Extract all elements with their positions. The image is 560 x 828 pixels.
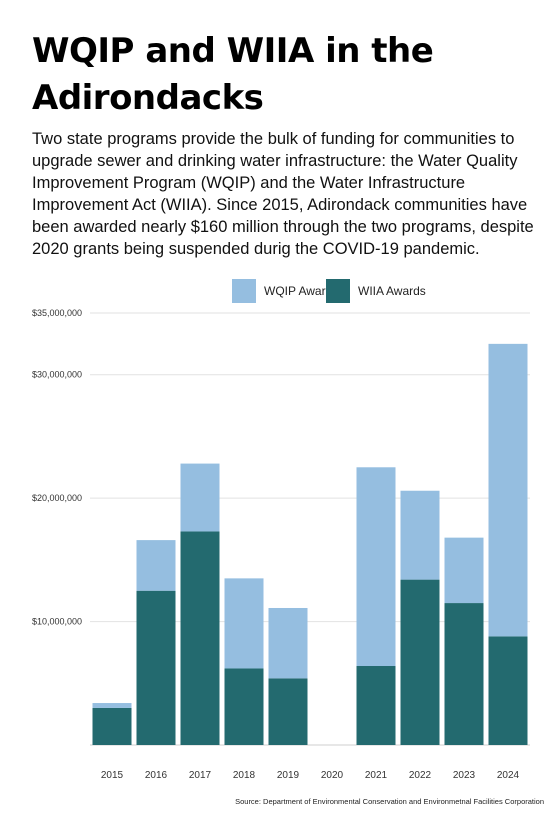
bar-wqip-2023 xyxy=(444,537,484,604)
chart-subtitle: Two state programs provide the bulk of f… xyxy=(32,130,534,258)
bars xyxy=(92,343,528,745)
x-tick-label: 2022 xyxy=(409,770,432,781)
x-tick-label: 2016 xyxy=(145,770,168,781)
legend-label-wqip: WQIP Awards xyxy=(264,284,339,298)
bar-wqip-2018 xyxy=(224,578,264,669)
bar-wiia-2019 xyxy=(268,678,308,745)
bar-wiia-2017 xyxy=(180,531,220,745)
bar-wqip-2021 xyxy=(356,467,396,667)
x-tick-label: 2018 xyxy=(233,770,256,781)
bar-wiia-2018 xyxy=(224,668,264,745)
chart-title: WQIP and WIIA in the Adirondacks xyxy=(32,31,434,118)
x-tick-label: 2023 xyxy=(453,770,476,781)
x-tick-label: 2017 xyxy=(189,770,212,781)
bar-wqip-2019 xyxy=(268,607,308,679)
y-axis: $10,000,000 $20,000,000 $30,000,000 $35,000… xyxy=(32,308,82,627)
bar-wqip-2024 xyxy=(488,343,528,637)
bar-wiia-2016 xyxy=(136,590,176,745)
legend-swatch-wiia xyxy=(326,279,350,303)
bar-wiia-2022 xyxy=(400,579,440,745)
y-tick-label: $30,000,000 xyxy=(32,370,82,380)
x-tick-label: 2021 xyxy=(365,770,388,781)
legend-label-wiia: WIIA Awards xyxy=(358,284,426,298)
legend-item-wqip: WQIP Awards xyxy=(232,279,338,303)
x-tick-label: 2015 xyxy=(101,770,124,781)
stacked-bar-chart: $10,000,000 $20,000,000 $30,000,000 $35,000… xyxy=(32,308,530,781)
source-note: Source: Department of Environmental Cons… xyxy=(235,797,544,806)
y-tick-label: $10,000,000 xyxy=(32,617,82,627)
bar-wiia-2021 xyxy=(356,666,396,745)
bar-wiia-2015 xyxy=(92,707,132,745)
legend-swatch-wqip xyxy=(232,279,256,303)
x-tick-label: 2019 xyxy=(277,770,300,781)
y-tick-label: $35,000,000 xyxy=(32,308,82,318)
bar-wqip-2016 xyxy=(136,540,176,591)
x-axis: 2015 2016 2017 2018 2019 2020 2021 2022 2023 2024 xyxy=(101,770,520,781)
x-tick-label: 2024 xyxy=(497,770,520,781)
bar-wqip-2017 xyxy=(180,463,220,532)
bar-wqip-2022 xyxy=(400,490,440,580)
bar-wqip-2015 xyxy=(92,703,132,708)
y-tick-label: $20,000,000 xyxy=(32,493,82,503)
bar-wiia-2024 xyxy=(488,636,528,745)
x-tick-label: 2020 xyxy=(321,770,344,781)
chart-legend: WQIP Awards WIIA Awards xyxy=(0,279,560,305)
legend-item-wiia: WIIA Awards xyxy=(326,279,426,303)
bar-wiia-2023 xyxy=(444,603,484,745)
